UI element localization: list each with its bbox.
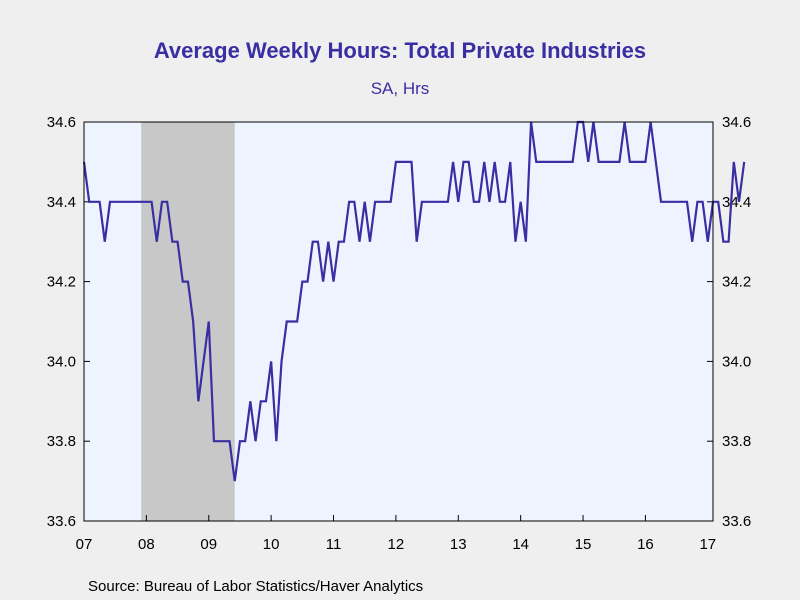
y-tick-label-left: 34.6 (47, 114, 76, 131)
x-axis-ticks: 07 08 09 10 11 12 13 14 15 16 17 (76, 515, 716, 553)
x-tick-label: 08 (138, 536, 155, 553)
y-tick-label-right: 34.6 (722, 114, 751, 131)
x-tick-label: 15 (575, 536, 592, 553)
x-tick-label: 13 (450, 536, 467, 553)
plot-frame (83, 121, 714, 522)
y-tick-label-left: 33.6 (47, 513, 76, 530)
y-tick-label-left: 33.8 (47, 433, 76, 450)
y-tick-label-left: 34.2 (47, 274, 76, 291)
x-tick-label: 09 (200, 536, 217, 553)
recession-shading (141, 122, 235, 521)
left-axis-ticks: 33.6 33.8 34.0 34.2 34.4 34.6 (47, 114, 90, 530)
y-tick-label-right: 34.0 (722, 353, 751, 370)
y-tick-label-left: 34.0 (47, 353, 76, 370)
x-tick-label: 14 (512, 536, 529, 553)
x-tick-label: 16 (637, 536, 654, 553)
right-axis-ticks: 33.6 33.8 34.0 34.2 34.4 34.6 (707, 114, 751, 530)
chart-title: Average Weekly Hours: Total Private Indu… (153, 38, 647, 63)
y-tick-label-left: 34.4 (47, 194, 76, 211)
chart-subtitle: SA, Hrs (370, 79, 430, 98)
series-line (82, 120, 746, 482)
y-tick-label-right: 33.6 (722, 513, 751, 530)
y-tick-label-right: 33.8 (722, 433, 751, 450)
x-tick-label: 17 (699, 536, 716, 553)
x-tick-label: 12 (388, 536, 405, 553)
y-tick-label-right: 34.4 (722, 194, 751, 211)
x-tick-label: 07 (76, 536, 93, 553)
y-tick-label-right: 34.2 (722, 274, 751, 291)
x-tick-label: 11 (326, 536, 342, 553)
source-note: Source: Bureau of Labor Statistics/Haver… (88, 578, 424, 595)
x-tick-label: 10 (263, 536, 280, 553)
